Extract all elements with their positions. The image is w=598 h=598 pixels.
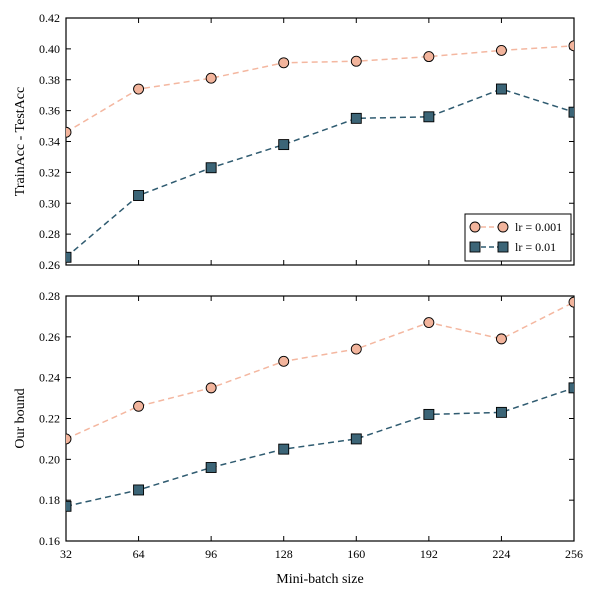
data-point-lr-0001	[133, 400, 145, 412]
x-tick-label: 192	[420, 547, 438, 561]
series-line-lr-0001	[66, 301, 574, 440]
data-point-lr-0001	[423, 51, 435, 63]
data-point-lr-0001	[205, 382, 217, 394]
x-tick-label: 256	[565, 547, 583, 561]
x-tick-label: 96	[205, 547, 217, 561]
plot-area	[66, 40, 574, 263]
data-point-lr-0001	[133, 83, 145, 95]
data-point-lr-001	[205, 462, 217, 473]
data-point-lr-001	[133, 190, 145, 201]
legend-box	[464, 213, 572, 262]
data-point-lr-001	[278, 443, 290, 455]
data-point-lr-0001	[568, 296, 574, 308]
x-tick-label: 32	[60, 547, 72, 561]
data-point-lr-001	[66, 500, 72, 512]
data-point-lr-0001	[66, 433, 72, 445]
y-tick-label: 0.32	[39, 165, 60, 179]
legend-label-lr-001: lr = 0.01	[515, 240, 556, 254]
data-point-lr-001	[278, 139, 290, 151]
legend-marker-lr-0001	[469, 221, 481, 233]
y-tick-label: 0.42	[39, 11, 60, 25]
data-point-lr-0001	[278, 57, 290, 69]
y-tick-label: 0.26	[39, 258, 60, 272]
data-point-lr-001	[133, 484, 145, 496]
plot-area	[66, 296, 574, 512]
x-tick-label: 224	[492, 547, 510, 561]
y-tick-label: 0.40	[39, 42, 60, 56]
y-tick-label: 0.22	[39, 412, 60, 426]
x-axis-label: Mini-batch size	[276, 572, 363, 587]
series-line-lr-001	[66, 88, 574, 258]
y-tick-label: 0.26	[39, 330, 60, 344]
data-point-lr-0001	[205, 72, 217, 84]
data-point-lr-001	[495, 406, 507, 418]
legend-label-lr-0001: lr = 0.001	[515, 220, 562, 234]
x-tick-label: 160	[347, 547, 365, 561]
data-point-lr-0001	[495, 333, 507, 345]
data-point-lr-0001	[350, 343, 362, 355]
bottom-panel: 0.16 0.18 0.20 0.22 0.24 0.26 0.28 32 64 96 128 160…	[13, 289, 583, 587]
top-panel: 0.26 0.28 0.30 0.32 0.34 0.36 0.38 0.40 0.42 Trai…	[13, 11, 575, 272]
legend-marker-lr-001	[497, 241, 509, 253]
data-point-lr-001	[495, 83, 507, 95]
y-tick-label: 0.28	[39, 227, 60, 241]
data-point-lr-001	[423, 111, 435, 123]
data-point-lr-001	[568, 106, 574, 118]
data-point-lr-001	[205, 162, 217, 174]
data-point-lr-001	[350, 433, 362, 445]
data-point-lr-0001	[568, 40, 574, 52]
y-axis-label: TrainAcc - TestAcc	[13, 87, 28, 196]
data-point-lr-0001	[278, 355, 290, 367]
data-point-lr-0001	[66, 126, 72, 138]
y-tick-label: 0.30	[39, 196, 60, 210]
y-tick-label: 0.20	[39, 452, 60, 466]
y-axis-label: Our bound	[13, 388, 28, 448]
data-point-lr-001	[350, 112, 362, 124]
legend-marker-lr-0001	[497, 221, 509, 233]
data-point-lr-0001	[423, 317, 435, 328]
x-tick-label: 64	[133, 547, 145, 561]
y-tick-label: 0.34	[39, 135, 60, 149]
data-point-lr-001	[568, 382, 574, 394]
y-tick-label: 0.24	[39, 371, 60, 385]
y-tick-label: 0.18	[39, 493, 60, 507]
y-tick-label: 0.28	[39, 289, 60, 303]
data-point-lr-001	[423, 408, 435, 420]
plot-frame	[65, 295, 575, 542]
series-line-lr-001	[66, 387, 574, 508]
legend: lr = 0.001 lr = 0.01	[464, 213, 572, 262]
legend-marker-lr-001	[469, 241, 481, 253]
y-tick-label: 0.36	[39, 104, 60, 118]
data-point-lr-001	[66, 251, 72, 263]
data-point-lr-0001	[350, 55, 362, 67]
x-tick-label: 128	[275, 547, 293, 561]
y-tick-label: 0.38	[39, 73, 60, 87]
data-point-lr-0001	[495, 44, 507, 56]
y-tick-label: 0.16	[39, 534, 60, 548]
